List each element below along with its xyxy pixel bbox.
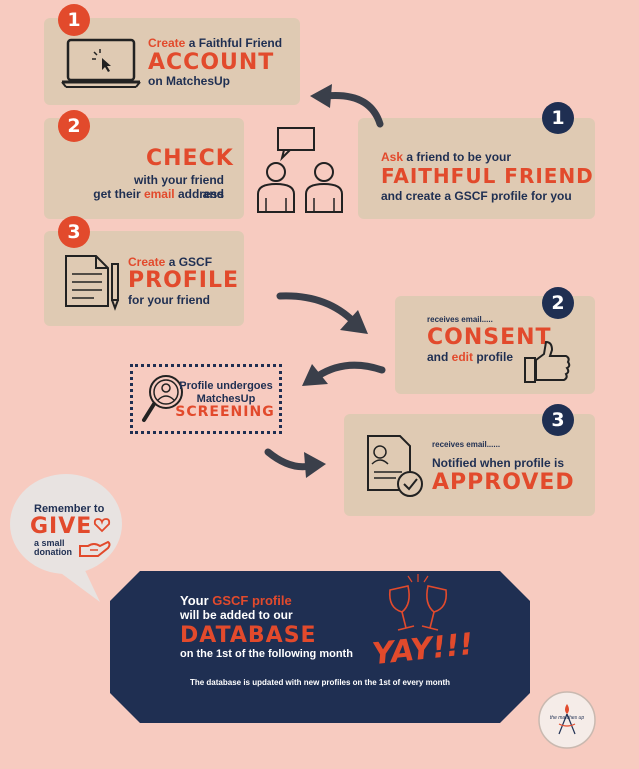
screening-line1: Profile undergoes [179, 380, 273, 392]
arrow-right-icon [276, 292, 368, 334]
step1-text: Create a Faithful Friend [148, 36, 282, 50]
step1-card [44, 18, 300, 105]
friend1-number: 1 [542, 102, 574, 134]
laptop-icon [61, 38, 141, 88]
heart-icon [93, 518, 111, 533]
approved-document-icon [367, 435, 423, 497]
screening-line2: MatchesUp [196, 393, 256, 405]
friend2-small: receives email..... [427, 315, 493, 324]
step3-big: PROFILE [128, 268, 240, 293]
friend1-big: FAITHFUL FRIEND [381, 164, 594, 188]
matchesup-logo [538, 691, 596, 749]
step2-big: CHECK [146, 146, 234, 171]
database-footnote: The database is updated with new profile… [189, 678, 451, 687]
donation-line3: donation [34, 547, 72, 557]
wine-glasses-icon [388, 574, 448, 631]
giving-hand-icon [79, 540, 111, 557]
step1-sub: on MatchesUp [148, 74, 231, 88]
step3-number: 3 [58, 216, 90, 248]
donation-line1: Remember to [34, 503, 105, 515]
step3-text: Create a GSCF [128, 255, 213, 269]
screening-big: SCREENING [175, 404, 275, 420]
donation-line2: a small [34, 538, 65, 548]
document-pen-icon [65, 255, 119, 311]
donation-bubble [10, 474, 122, 602]
friend1-card [358, 118, 595, 219]
database-line2: will be added to our [180, 608, 293, 622]
database-line1: Your GSCF profile [180, 593, 292, 608]
step2-line2: get their email address [93, 187, 224, 201]
friend2-big: CONSENT [427, 325, 552, 350]
friend3-number: 3 [542, 404, 574, 436]
step1-mid: a Faithful Friend [185, 36, 283, 50]
friend2-number: 2 [542, 287, 574, 319]
thumbs-up-icon [524, 340, 571, 383]
database-big: DATABASE [180, 623, 317, 648]
step1-number: 1 [58, 4, 90, 36]
screening-box [130, 364, 282, 434]
arrow-down-right-icon [264, 448, 326, 478]
people-chat-icon [257, 127, 343, 213]
donation-big: GIVE [30, 514, 93, 539]
step1-big: ACCOUNT [148, 50, 275, 75]
friend3-small: receives email...... [432, 440, 501, 449]
magnifier-person-icon [142, 375, 183, 422]
friend2-sub: and edit profile [427, 350, 514, 364]
step1-pre: Create [148, 36, 186, 50]
step3-sub: for your friend [128, 293, 211, 307]
friend1-sub: and create a GSCF profile for you [381, 189, 572, 203]
database-line3: on the 1st of the following month [180, 648, 353, 660]
database-banner [110, 571, 530, 723]
friend3-mid: Notified when profile is [432, 456, 565, 470]
friend3-big: APPROVED [432, 470, 575, 495]
logo-text: the matches up [549, 715, 585, 721]
step2-line1: with your friend and [134, 173, 224, 201]
step2-number: 2 [58, 110, 90, 142]
arrow-left-icon [302, 361, 386, 386]
friend1-text: Ask a friend to be your [381, 150, 512, 164]
curved-arrow-icon [310, 84, 384, 128]
